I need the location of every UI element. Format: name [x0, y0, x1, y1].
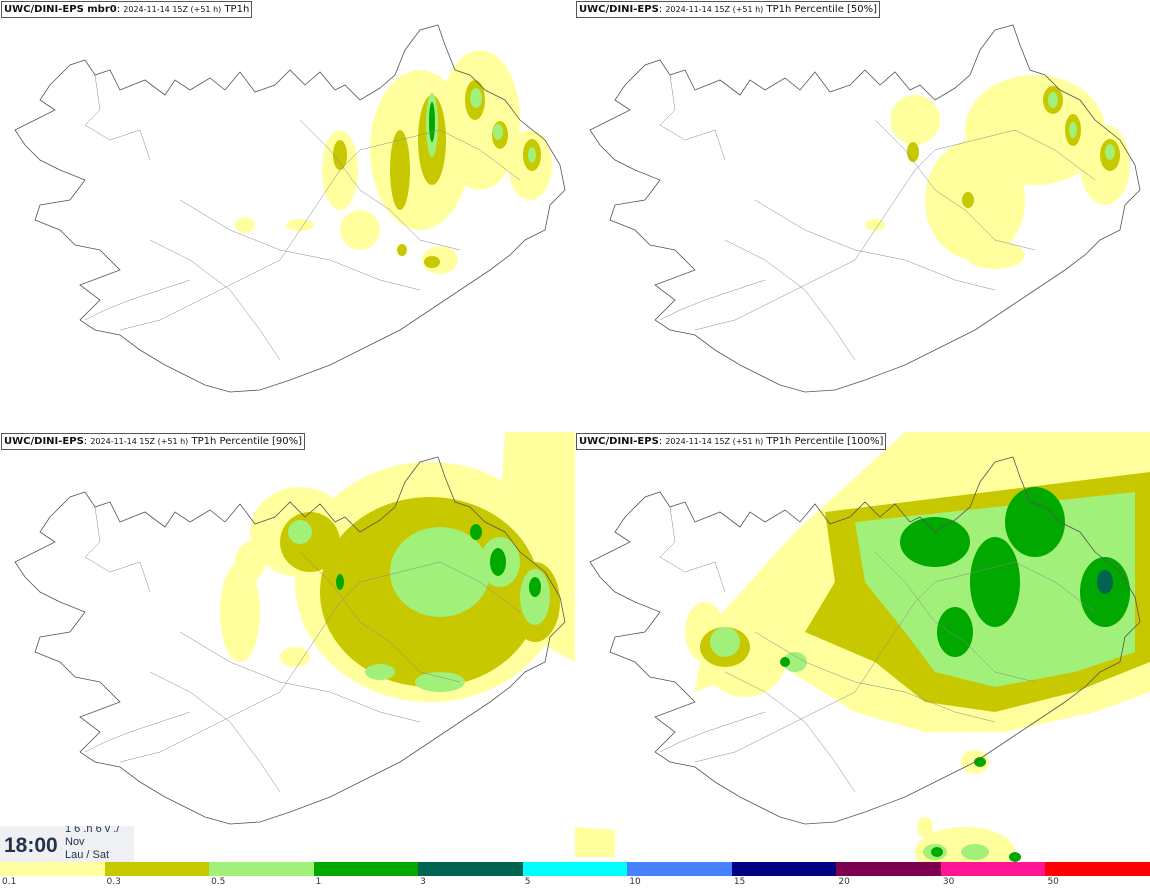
- valid-time: 18:00: [4, 834, 58, 857]
- valid-time-box: 1 6 .n 6 v ./ Nov Lau / Sat 18:00: [0, 826, 134, 862]
- precip-field: [575, 432, 1150, 863]
- map-member-0: [14, 24, 566, 393]
- colorbar-swatch: [104, 862, 210, 876]
- map-percentile-50: [589, 24, 1141, 393]
- colorbar-swatch: [209, 862, 314, 876]
- colorbar-swatch: [627, 862, 732, 876]
- colorbar-swatch: [940, 862, 1046, 876]
- precip-field: [235, 50, 552, 274]
- valid-date: 1 6 .n 6 v ./ Nov Lau / Sat: [65, 826, 120, 861]
- panel-member-0: UWC/DINI-EPS mbr0: 2024-11-14 15Z (+51 h…: [0, 0, 575, 431]
- precip-field: [220, 432, 575, 702]
- precip-colorbar: [0, 862, 1150, 876]
- panel-title: UWC/DINI-EPS: 2024-11-14 15Z (+51 h) TP1…: [576, 433, 887, 450]
- map-percentile-90: [14, 432, 575, 825]
- colorbar-tick-label: 10: [629, 877, 641, 887]
- panel-percentile-100: UWC/DINI-EPS: 2024-11-14 15Z (+51 h) TP1…: [575, 432, 1150, 863]
- colorbar-tick-label: 50: [1047, 877, 1059, 887]
- colorbar-tick-label: 0.5: [211, 877, 226, 887]
- panel-title: UWC/DINI-EPS: 2024-11-14 15Z (+51 h) TP1…: [576, 1, 881, 18]
- panel-title: UWC/DINI-EPS mbr0: 2024-11-14 15Z (+51 h…: [1, 1, 253, 18]
- colorbar-tick-label: 30: [942, 877, 955, 887]
- map-percentile-100: [575, 432, 1150, 863]
- colorbar-tick-label: 0.3: [106, 877, 121, 887]
- colorbar-tick-label: 15: [733, 877, 746, 887]
- panel-percentile-90: UWC/DINI-EPS: 2024-11-14 15Z (+51 h) TP1…: [0, 432, 575, 863]
- colorbar-tick-label: 20: [838, 877, 850, 887]
- colorbar-swatch: [522, 862, 628, 876]
- colorbar-swatch: [313, 862, 419, 876]
- colorbar-ticks: 0.1 0.3 0.5 1 3 5 10 15 20 30 50: [0, 877, 1150, 891]
- colorbar-swatch: [836, 862, 941, 876]
- colorbar-swatch: [1045, 862, 1150, 876]
- colorbar-swatch: [731, 862, 837, 876]
- colorbar-swatch: [0, 862, 105, 876]
- colorbar-swatch: [418, 862, 523, 876]
- precip-field: [865, 75, 1130, 269]
- colorbar-tick-label: 1: [315, 877, 322, 887]
- colorbar-tick-label: 5: [524, 877, 531, 887]
- panel-title: UWC/DINI-EPS: 2024-11-14 15Z (+51 h) TP1…: [1, 433, 306, 450]
- panel-percentile-50: UWC/DINI-EPS: 2024-11-14 15Z (+51 h) TP1…: [575, 0, 1150, 431]
- colorbar-tick-label: 0.1: [2, 877, 17, 887]
- colorbar-tick-label: 3: [420, 877, 426, 887]
